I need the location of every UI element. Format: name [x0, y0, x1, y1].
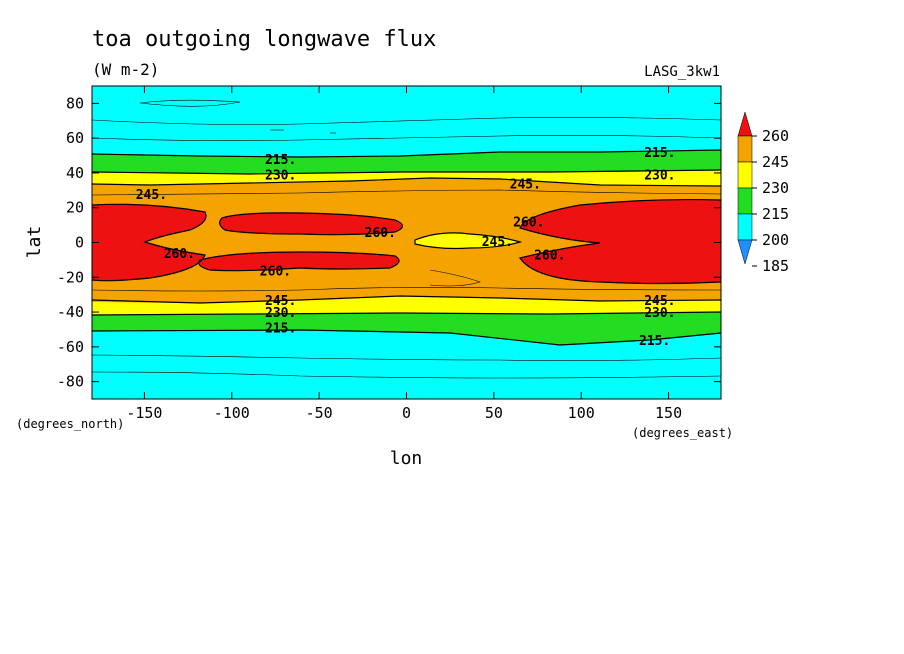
- contour-label: 260.: [260, 264, 291, 279]
- red-south-strip: [198, 252, 399, 271]
- contour-label: 215.: [644, 146, 675, 161]
- colorbar-level-label: 260: [762, 127, 789, 145]
- contour-label-group: 215.: [265, 322, 296, 337]
- contour-label-group: 245.: [644, 294, 675, 309]
- contour-label: 230.: [265, 306, 296, 321]
- contour-label-group: 245.: [136, 188, 167, 203]
- contour-label: 260.: [365, 226, 396, 241]
- contour-label-group: 215.: [265, 153, 296, 168]
- contour-label: 230.: [265, 169, 296, 184]
- colorbar-level-label: 200: [762, 231, 789, 249]
- chart-units: (W m-2): [92, 60, 159, 79]
- contour-label: 215.: [265, 153, 296, 168]
- y-axis-label: lat: [24, 226, 45, 259]
- contour-label-group: 245.: [265, 294, 296, 309]
- y-tick-label: 80: [66, 94, 84, 112]
- x-tick-label: -50: [306, 404, 333, 422]
- colorbar-level-label: 230: [762, 179, 789, 197]
- x-tick-label: 50: [485, 404, 503, 422]
- contour-label-group: 260.: [534, 249, 565, 264]
- contour-lines: [92, 149, 721, 346]
- contour-label-group: 215.: [644, 146, 675, 161]
- contour-label: 245.: [510, 177, 541, 192]
- colorbar-swatch-200_215: [737, 213, 753, 241]
- contour-label-group: 245.: [510, 177, 541, 192]
- contour-label-group: 230.: [265, 169, 296, 184]
- y-axis-units: (degrees_north): [16, 417, 124, 431]
- red-north-strip: [219, 212, 403, 235]
- contour-label: 215.: [265, 322, 296, 337]
- y-tick-label: -40: [57, 303, 84, 321]
- plot-area: 215.230.245.260.260.260.245.260.260.245.…: [91, 85, 722, 400]
- contour-label-group: 215.: [639, 334, 670, 349]
- contour-label: 230.: [644, 169, 675, 184]
- colorbar-level-label: 215: [762, 205, 789, 223]
- contour-label-group: 260.: [365, 226, 396, 241]
- colorbar-level-label: 245: [762, 153, 789, 171]
- contour-label: 260.: [513, 216, 544, 231]
- colorbar-swatch-230_245: [737, 161, 753, 189]
- x-tick-label: 0: [402, 404, 411, 422]
- colorbar-swatch-215_230: [737, 187, 753, 215]
- contour-label-group: 245.: [482, 235, 513, 250]
- contour-label: 245.: [482, 235, 513, 250]
- x-tick-label: 150: [655, 404, 682, 422]
- contour-label-group: 230.: [265, 306, 296, 321]
- contour-label: 260.: [534, 249, 565, 264]
- contour-label-group: 230.: [644, 306, 675, 321]
- red-east-edge: [520, 199, 721, 284]
- colorbar-arrow-top: [737, 111, 753, 137]
- contour-label: 245.: [265, 294, 296, 309]
- chart-title: toa outgoing longwave flux: [92, 27, 436, 52]
- thin-contours: [92, 99, 721, 379]
- axes: -150 -100 -50 0 50 100 150 80 60 40 20 0 -20 -40 -60 -8…: [57, 86, 721, 422]
- contour-label: 215.: [639, 334, 670, 349]
- y-tick-label: -60: [57, 338, 84, 356]
- contour-label-group: 230.: [644, 169, 675, 184]
- x-tick-label: 100: [568, 404, 595, 422]
- color-fill: [92, 86, 721, 399]
- colorbar-swatch-245_260: [737, 135, 753, 163]
- colorbar: 260 245 230 215 200 185: [737, 111, 789, 275]
- x-axis-label: lon: [390, 448, 423, 469]
- y-tick-label: 0: [75, 234, 84, 252]
- y-tick-label: 20: [66, 199, 84, 217]
- red-west-edge: [92, 204, 206, 281]
- contour-label: 260.: [164, 247, 195, 262]
- x-axis-units: (degrees_east): [632, 426, 733, 440]
- model-label: LASG_3kw1: [644, 64, 720, 80]
- y-tick-label: -80: [57, 373, 84, 391]
- colorbar-level-label: 185: [762, 257, 789, 275]
- y-tick-label: -20: [57, 268, 84, 286]
- colorbar-arrow-bottom: [737, 239, 753, 265]
- x-tick-label: -150: [126, 404, 162, 422]
- y-tick-label: 40: [66, 164, 84, 182]
- contour-label: 245.: [644, 294, 675, 309]
- contour-labels: 215.230.245.260.260.260.245.260.260.245.…: [136, 146, 676, 349]
- y-tick-label: 60: [66, 129, 84, 147]
- contour-label-group: 260.: [260, 264, 291, 279]
- contour-label-group: 260.: [164, 247, 195, 262]
- contour-label: 245.: [136, 188, 167, 203]
- x-tick-label: -100: [214, 404, 250, 422]
- contour-label: 230.: [644, 306, 675, 321]
- contour-label-group: 260.: [513, 216, 544, 231]
